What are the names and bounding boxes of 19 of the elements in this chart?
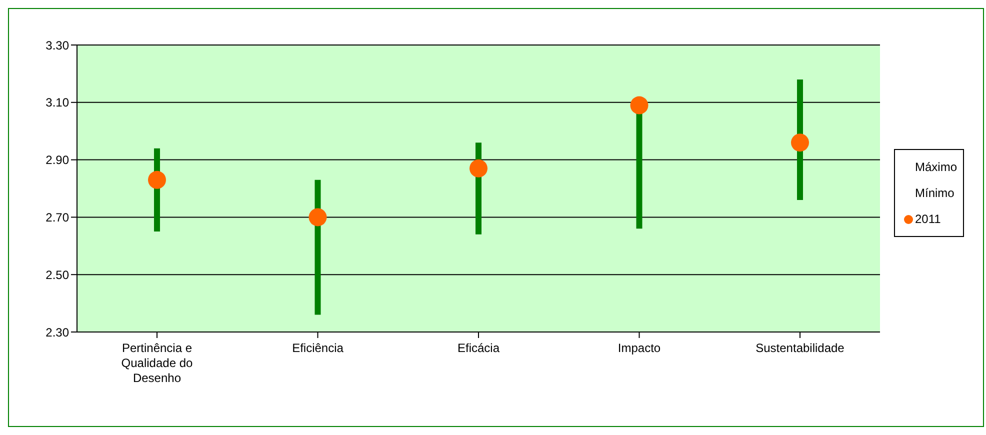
- x-tick-label: Pertinência e Qualidade do Desenho: [121, 341, 194, 385]
- x-tick-label: Impacto: [618, 341, 661, 355]
- point: [308, 208, 327, 226]
- y-tick-label: 2.90: [46, 153, 70, 168]
- y-tick-label: 3.10: [46, 96, 70, 110]
- point: [791, 134, 809, 152]
- y-tick-label: 2.70: [46, 210, 70, 224]
- x-tick-label: Eficácia: [457, 341, 500, 355]
- text: Mínimo: [915, 186, 954, 200]
- x-tick-label: Sustentabilidade: [756, 341, 845, 355]
- point: [470, 159, 488, 178]
- point: [148, 170, 166, 189]
- y-tick-label: 2.50: [46, 268, 70, 282]
- point: [630, 96, 648, 114]
- y-tick-label: 3.30: [46, 38, 70, 52]
- legend-label: 2011: [915, 212, 941, 226]
- text: Máximo: [915, 160, 958, 174]
- y-tick-label: 2.30: [46, 325, 70, 340]
- x-tick-label: Eficiência: [292, 341, 344, 355]
